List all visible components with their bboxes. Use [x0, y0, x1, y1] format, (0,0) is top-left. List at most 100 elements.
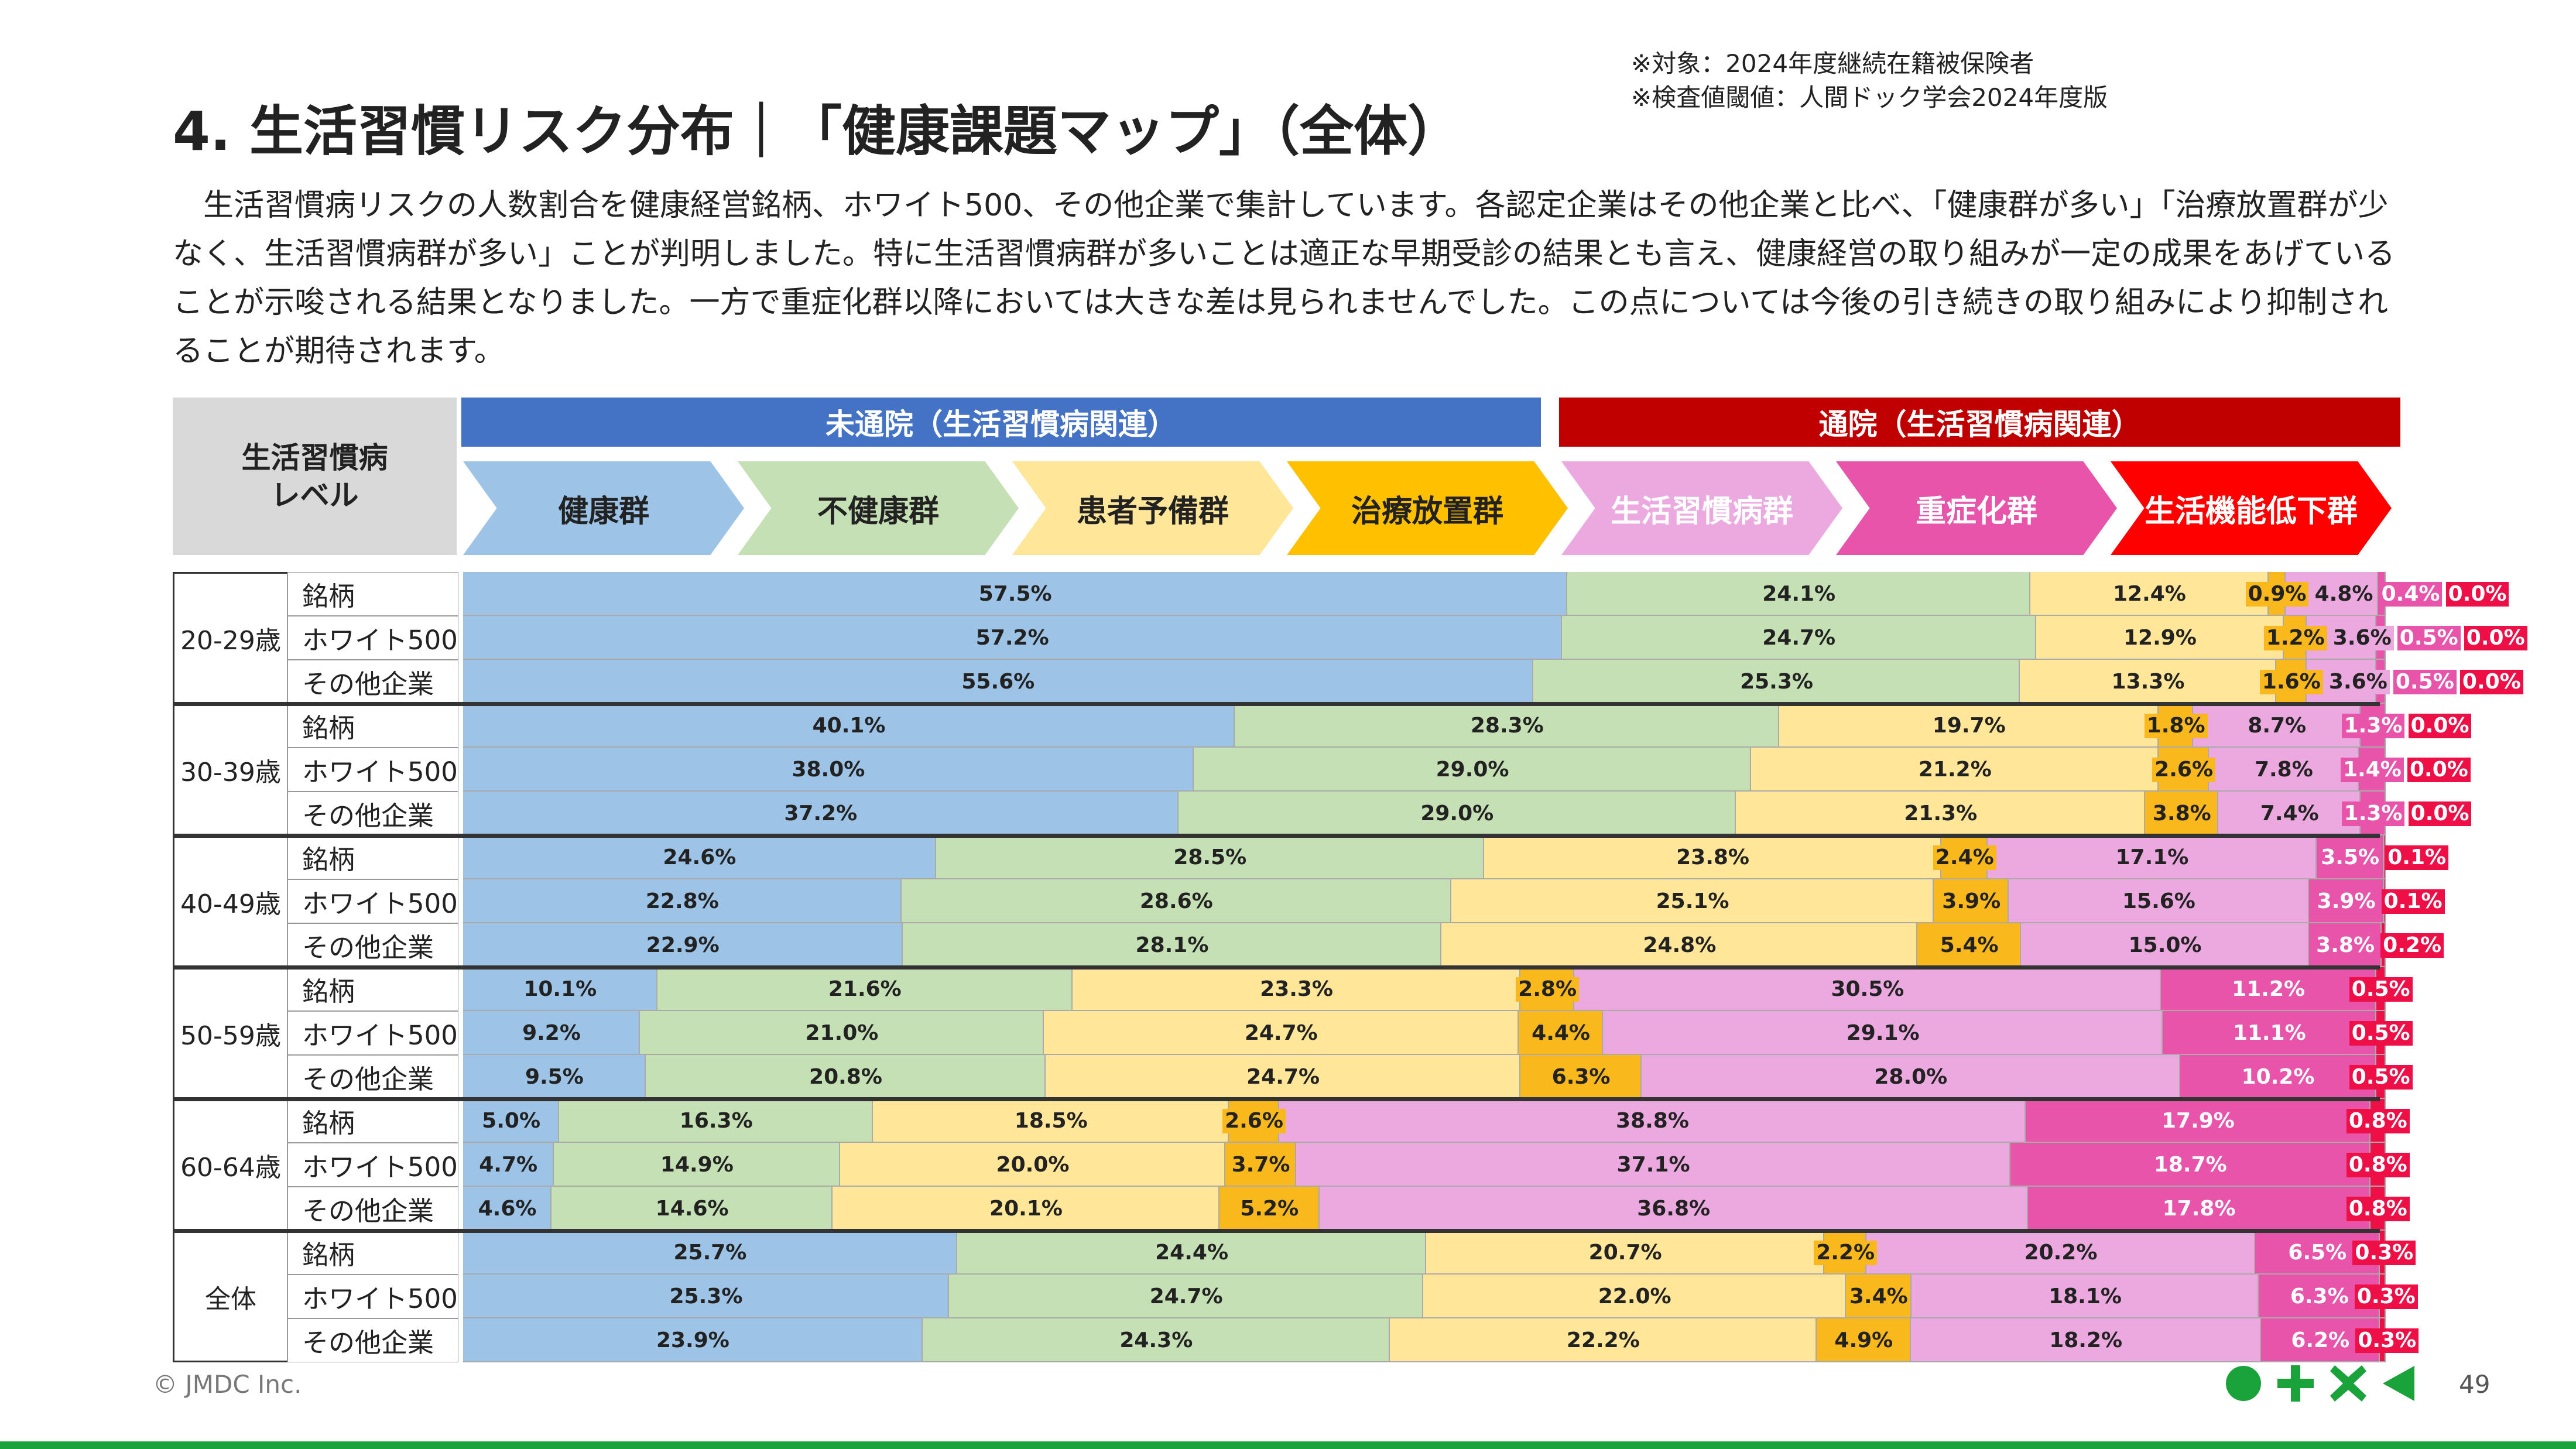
category-header-0: 健康群: [463, 461, 744, 555]
data-label: 57.5%: [978, 581, 1052, 606]
data-label: 21.6%: [828, 977, 902, 1001]
bar-segment-1: [957, 1231, 1427, 1275]
bar-segment-1: [902, 923, 1442, 967]
data-label: 0.3%: [2352, 1240, 2416, 1265]
data-label: 3.7%: [1229, 1152, 1293, 1177]
data-label: 24.8%: [1643, 933, 1717, 957]
data-label: 3.6%: [2326, 669, 2390, 694]
data-label: 29.1%: [1846, 1020, 1920, 1045]
data-label: 6.2%: [2291, 1328, 2350, 1352]
data-label: 2.6%: [1222, 1108, 1286, 1133]
data-label: 15.0%: [2128, 933, 2202, 957]
data-label: 4.8%: [2312, 581, 2376, 607]
stacked-bar: 5.0% 16.3% 18.5% 2.6% 38.8% 17.9% 0.8%: [463, 1099, 2410, 1143]
data-label: 24.7%: [1244, 1020, 1318, 1045]
data-label: 0.9%: [2245, 581, 2309, 607]
bar-segment-0: [463, 835, 936, 879]
data-label: 0.3%: [2355, 1328, 2419, 1353]
stacked-bar: 25.7% 24.4% 20.7% 2.2% 20.2% 6.5% 0.3%: [463, 1231, 2416, 1275]
data-label: 24.1%: [1762, 581, 1836, 606]
data-label: 18.7%: [2153, 1152, 2227, 1177]
data-label: 13.3%: [2111, 669, 2185, 694]
company-type-label: 銘柄: [287, 1231, 458, 1275]
category-header-6: 生活機能低下群: [2111, 461, 2392, 555]
group-separator: [173, 1097, 2380, 1101]
data-label: 28.0%: [1874, 1064, 1948, 1089]
data-label: 6.5%: [2288, 1240, 2347, 1265]
category-header-5: 重症化群: [1836, 461, 2117, 555]
bar-segment-2: [1043, 1011, 1519, 1055]
age-group-label: 60-64歳: [173, 1099, 287, 1231]
data-label: 37.1%: [1616, 1152, 1690, 1177]
data-label: 5.0%: [482, 1108, 541, 1133]
bar-segment-1: [922, 1318, 1390, 1362]
data-label: 21.2%: [1918, 757, 1992, 782]
company-type-label: 銘柄: [287, 572, 458, 616]
company-type-label: ホワイト500: [287, 616, 458, 660]
data-label: 29.0%: [1436, 757, 1509, 782]
data-label: 38.8%: [1616, 1108, 1689, 1133]
bar-segment-4: [1988, 835, 2317, 879]
company-type-label: 銘柄: [287, 1099, 458, 1143]
data-label: 0.5%: [2393, 669, 2457, 694]
band-non-visit: 未通院（生活習慣病関連）: [461, 398, 1541, 447]
data-label: 0.5%: [2349, 977, 2413, 1002]
data-label: 8.7%: [2248, 713, 2307, 738]
group-separator: [173, 834, 2380, 838]
data-label: 23.8%: [1676, 845, 1749, 869]
stacked-bar: 38.0% 29.0% 21.2% 2.6% 7.8% 1.4% 0.0%: [463, 748, 2471, 792]
bar-segment-2: [1441, 923, 1918, 967]
group-separator: [173, 1229, 2380, 1233]
company-type-label: その他企業: [287, 1187, 458, 1231]
company-type-label: ホワイト500: [287, 1143, 458, 1187]
data-label: 14.9%: [660, 1152, 734, 1177]
stacked-bar: 4.6% 14.6% 20.1% 5.2% 36.8% 17.8% 0.8%: [463, 1187, 2410, 1231]
page-number: 49: [2459, 1370, 2491, 1399]
data-label: 9.5%: [525, 1064, 584, 1089]
group-separator: [173, 702, 2380, 706]
data-label: 1.8%: [2144, 713, 2208, 738]
stacked-bar: 40.1% 28.3% 19.7% 1.8% 8.7% 1.3% 0.0%: [463, 704, 2472, 748]
company-type-label: 銘柄: [287, 835, 458, 879]
bar-segment-4: [1642, 1055, 2180, 1099]
data-label: 1.3%: [2341, 713, 2405, 738]
data-label: 21.3%: [1904, 801, 1978, 825]
data-label: 40.1%: [812, 713, 886, 738]
data-label: 38.0%: [792, 757, 865, 782]
bar-segment-5: [2160, 967, 2376, 1011]
data-label: 21.0%: [805, 1020, 879, 1045]
bar-segment-0: [463, 1011, 640, 1055]
triangle-icon: [2383, 1366, 2414, 1401]
band-visit: 通院（生活習慣病関連）: [1559, 398, 2400, 447]
data-label: 11.1%: [2232, 1020, 2306, 1045]
bar-segment-1: [645, 1055, 1046, 1099]
data-label: 3.9%: [1940, 889, 2003, 914]
data-label: 2.2%: [1814, 1240, 1878, 1265]
bar-segment-1: [1567, 572, 2031, 616]
data-label: 55.6%: [961, 669, 1035, 694]
bar-segment-5: [2026, 1099, 2371, 1143]
stacked-bar: 24.6% 28.5% 23.8% 2.4% 17.1% 3.5% 0.1%: [463, 835, 2449, 879]
stacked-bar: 9.5% 20.8% 24.7% 6.3% 28.0% 10.2% 0.5%: [463, 1055, 2413, 1099]
bar-segment-1: [553, 1143, 841, 1187]
data-label: 0.8%: [2346, 1196, 2410, 1221]
bar-segment-2: [1073, 967, 1521, 1011]
stacked-bar: 10.1% 21.6% 23.3% 2.8% 30.5% 11.2% 0.5%: [463, 967, 2413, 1011]
data-label: 14.6%: [655, 1196, 729, 1221]
footer-line: [0, 1441, 2576, 1449]
company-type-label: その他企業: [287, 923, 458, 967]
bar-segment-0: [463, 704, 1235, 748]
data-label: 19.7%: [1932, 713, 2006, 738]
data-label: 18.2%: [2049, 1328, 2123, 1352]
copyright: © JMDC Inc.: [153, 1370, 302, 1399]
data-label: 22.2%: [1566, 1328, 1640, 1352]
company-type-label: ホワイト500: [287, 879, 458, 923]
data-label: 3.5%: [2318, 845, 2382, 870]
bar-segment-1: [1561, 616, 2036, 660]
data-label: 0.0%: [2445, 581, 2509, 607]
data-label: 22.9%: [646, 933, 720, 957]
bar-segment-2: [1423, 1275, 1847, 1318]
data-label: 0.5%: [2349, 1064, 2413, 1090]
bar-segment-0: [463, 1318, 923, 1362]
data-label: 0.5%: [2349, 1020, 2413, 1046]
